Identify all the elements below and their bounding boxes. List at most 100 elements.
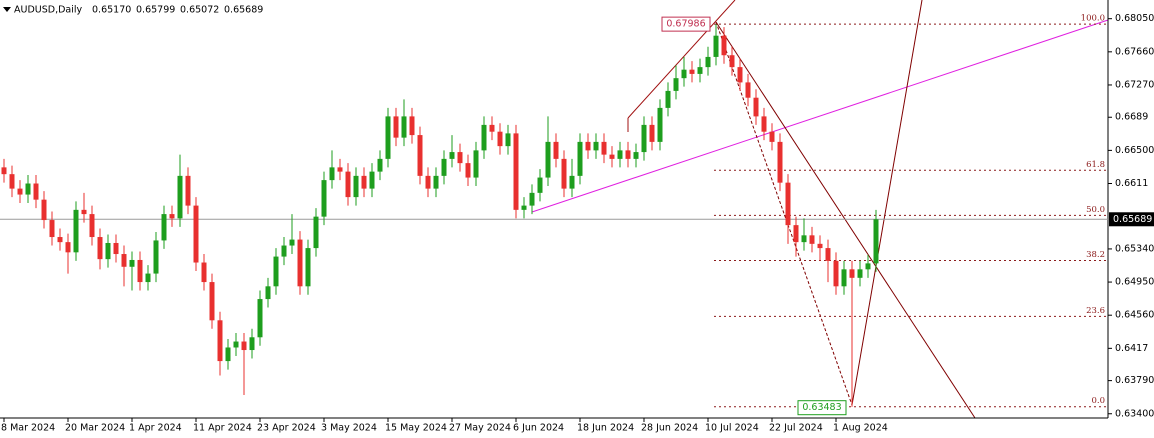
candle-body <box>689 69 695 74</box>
y-tick-label: 0.6417 <box>1115 343 1148 354</box>
candle-body <box>393 116 399 138</box>
candle-body <box>169 214 175 219</box>
candle-body <box>601 141 607 155</box>
candle-body <box>873 219 879 264</box>
candle-body <box>385 116 391 159</box>
candle-body <box>417 135 423 176</box>
candle-body <box>441 158 447 176</box>
header-value: 0.65170 <box>92 5 131 16</box>
candle-body <box>705 56 711 68</box>
candle-body <box>505 133 511 147</box>
candle-body <box>297 239 303 287</box>
candle-body <box>609 154 615 159</box>
candle-body <box>737 67 743 83</box>
candle-body <box>217 320 223 362</box>
candle-body <box>793 225 799 243</box>
candle-body <box>753 97 759 117</box>
trend-line <box>627 0 736 119</box>
fibo-baseline <box>715 21 853 406</box>
candle-body <box>241 341 247 351</box>
candle-body <box>769 131 775 142</box>
candle-body <box>369 171 375 189</box>
fib-low-box <box>797 400 847 416</box>
trend-line <box>531 19 1109 213</box>
candle-body <box>49 220 55 238</box>
candle-body <box>409 116 415 136</box>
candle-body <box>41 199 47 221</box>
candle-body <box>785 182 791 226</box>
candle-body <box>649 124 655 142</box>
candle-body <box>569 175 575 189</box>
x-tick-label: 1 Aug 2024 <box>833 423 888 434</box>
candle-body <box>265 286 271 300</box>
y-tick-label: 0.6611 <box>1115 178 1148 189</box>
candle-body <box>137 259 143 283</box>
candle-body <box>329 167 335 181</box>
trend-line <box>715 21 976 419</box>
candle-body <box>209 282 215 321</box>
candle-body <box>761 116 767 132</box>
candle-body <box>105 242 111 260</box>
candle-body <box>561 158 567 189</box>
collapse-icon[interactable] <box>3 7 11 12</box>
x-tick-label: 27 May 2024 <box>449 423 511 434</box>
candle-body <box>457 152 463 164</box>
candle-body <box>257 299 263 338</box>
candle-body <box>185 175 191 206</box>
fib-level-label: 100.0 <box>1081 14 1105 24</box>
candle-body <box>641 124 647 153</box>
candle-body <box>377 158 383 172</box>
candle-body <box>129 259 135 267</box>
header-value: 0.65799 <box>136 5 175 16</box>
candle-body <box>809 235 815 244</box>
fib-level-label: 61.8 <box>1086 160 1105 170</box>
fib-high-label: 0.67986 <box>666 19 705 30</box>
candle-body <box>337 167 343 172</box>
candle-body <box>657 107 663 142</box>
header-value: 0.65072 <box>180 5 219 16</box>
x-tick-label: 6 Jun 2024 <box>513 423 564 434</box>
y-tick-label: 0.68050 <box>1115 13 1154 24</box>
candle-body <box>225 347 231 362</box>
y-tick-label: 0.63400 <box>1115 408 1154 419</box>
candle-body <box>273 256 279 287</box>
fib-level-label: 0.0 <box>1091 396 1105 406</box>
candle-body <box>9 174 15 189</box>
candle-body <box>849 269 855 278</box>
candle-body <box>585 141 591 151</box>
candle-body <box>777 141 783 183</box>
candle-body <box>97 237 103 260</box>
candle-body <box>361 175 367 189</box>
x-tick-label: 11 Apr 2024 <box>193 423 252 434</box>
candle-body <box>353 175 359 198</box>
candle-body <box>425 175 431 189</box>
fib-low-label: 0.63483 <box>802 402 841 413</box>
candle-body <box>513 133 519 210</box>
candle-body <box>289 239 295 246</box>
candle-body <box>17 188 23 195</box>
candle-body <box>697 67 703 74</box>
candle-body <box>817 243 823 249</box>
x-tick-label: 20 Mar 2024 <box>65 423 125 434</box>
candle-body <box>321 180 327 217</box>
candle-body <box>313 216 319 249</box>
candle-body <box>521 205 527 210</box>
candle-body <box>89 214 95 238</box>
x-tick-label: 10 Jul 2024 <box>705 423 759 434</box>
candle-body <box>577 141 583 176</box>
candle-body <box>201 262 207 283</box>
candle-body <box>529 192 535 206</box>
candle-body <box>113 242 119 255</box>
candle-body <box>401 116 407 138</box>
candle-body <box>633 152 639 159</box>
candle-body <box>801 235 807 243</box>
fib-high-box <box>661 16 711 32</box>
candle-body <box>721 35 727 56</box>
candle-body <box>25 183 31 195</box>
drawings <box>531 0 1109 419</box>
candle-body <box>545 141 551 178</box>
x-tick-label: 28 Jun 2024 <box>641 423 698 434</box>
y-tick-label: 0.67270 <box>1115 79 1154 90</box>
candle-body <box>617 150 623 159</box>
y-tick-label: 0.66500 <box>1115 145 1154 156</box>
